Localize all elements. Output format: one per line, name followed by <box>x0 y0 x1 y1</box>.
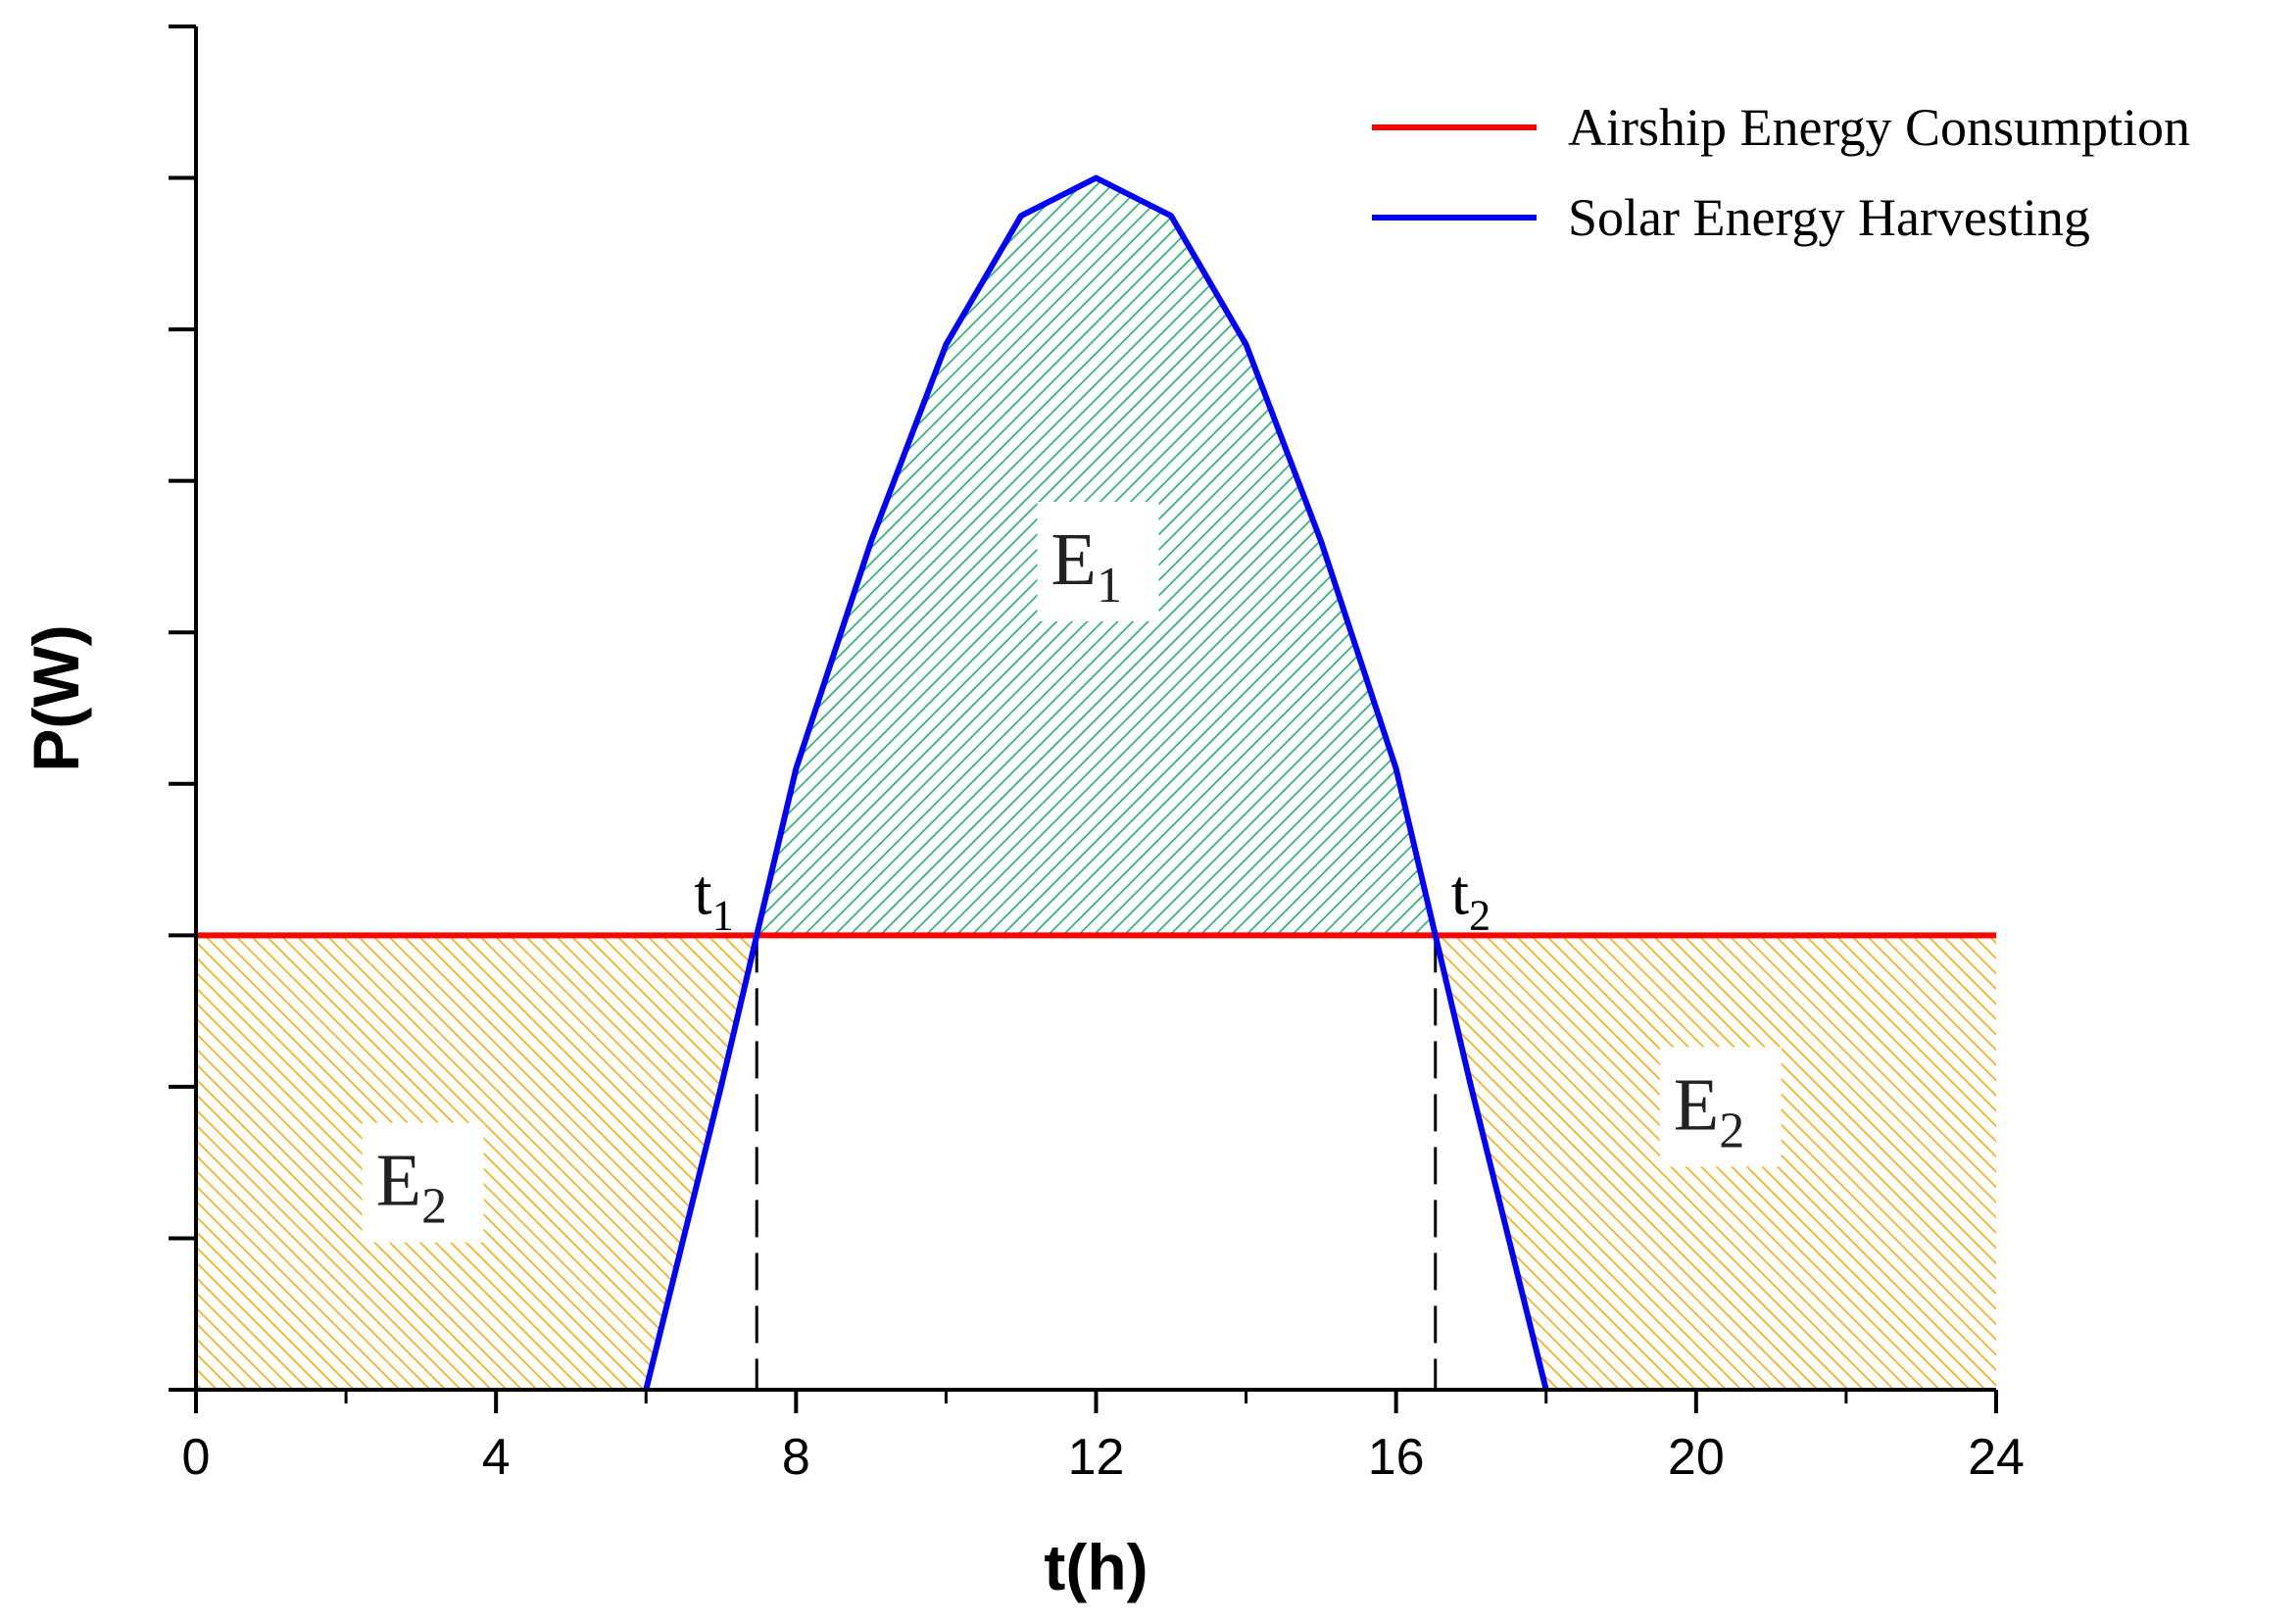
x-tick-label: 0 <box>182 1429 211 1486</box>
e2-left-label: E2 <box>376 1140 447 1235</box>
x-axis-title: t(h) <box>1044 1531 1148 1603</box>
legend-label-harvesting: Solar Energy Harvesting <box>1568 188 2090 247</box>
t1-label: t1 <box>694 857 733 939</box>
legend: Airship Energy Consumption Solar Energy … <box>1372 98 2190 247</box>
x-tick-label: 12 <box>1068 1429 1125 1486</box>
e2-right-label-background <box>1659 1047 1782 1167</box>
series-lines <box>196 174 1996 1391</box>
x-tick-label: 16 <box>1368 1429 1425 1486</box>
crossing-markers <box>755 935 1438 1390</box>
e1-label-background <box>1037 501 1159 621</box>
x-tick-label: 4 <box>482 1429 511 1486</box>
annotations: E1 E2 E2 t1 t2 <box>362 501 1782 1243</box>
e2-left-label-background <box>362 1122 484 1243</box>
legend-label-consumption: Airship Energy Consumption <box>1568 98 2190 157</box>
x-tick-label: 20 <box>1668 1429 1725 1486</box>
axes: 0 4 8 12 16 20 24 <box>169 25 2025 1486</box>
t2-label: t2 <box>1451 857 1490 939</box>
e2-right-label: E2 <box>1674 1063 1744 1158</box>
x-tick-label: 8 <box>782 1429 810 1486</box>
x-tick-label: 24 <box>1968 1429 2025 1486</box>
y-axis-title: P(W) <box>20 624 92 771</box>
e1-label: E1 <box>1051 518 1122 614</box>
